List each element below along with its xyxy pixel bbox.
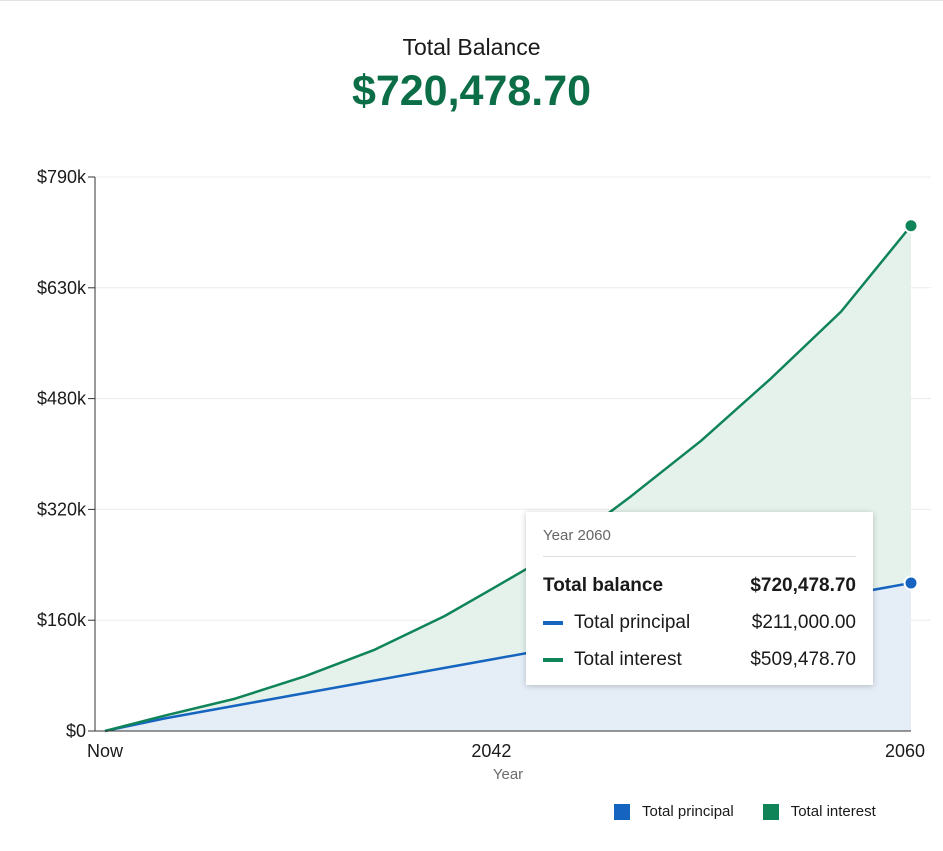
chart-tooltip: Year 2060 Total balance $720,478.70 Tota… — [526, 512, 873, 685]
x-tick-label: 2060 — [885, 741, 925, 761]
tooltip-label: Total interest — [574, 648, 682, 670]
principal-line-icon — [543, 620, 563, 625]
balance-line — [104, 224, 912, 733]
legend-label: Total principal — [642, 803, 734, 820]
tooltip-row-total-principal: Total principal $211,000.00 — [543, 604, 856, 641]
balance-endpoint[interactable] — [903, 218, 919, 234]
top-divider — [0, 0, 943, 1]
y-tick-label: $0 — [66, 721, 86, 741]
x-tick-label: 2042 — [471, 741, 511, 761]
tooltip-value: $509,478.70 — [750, 648, 856, 670]
principal-endpoint[interactable] — [903, 575, 919, 591]
chart-legend: Total principal Total interest — [614, 803, 876, 820]
y-tick-label: $480k — [37, 389, 87, 409]
tooltip-label: Total principal — [574, 611, 691, 633]
legend-item-total-interest[interactable]: Total interest — [762, 803, 876, 820]
y-tick-label: $320k — [37, 499, 87, 519]
tooltip-value: $211,000.00 — [751, 611, 856, 633]
tooltip-year: Year 2060 — [543, 524, 856, 557]
legend-label: Total interest — [790, 803, 876, 820]
legend-item-total-principal[interactable]: Total principal — [614, 803, 734, 820]
balance-header: Total Balance $720,478.70 — [0, 30, 943, 118]
tooltip-row-total-interest: Total interest $509,478.70 — [543, 641, 856, 678]
tooltip-value: $720,478.70 — [750, 574, 856, 596]
end-points — [903, 218, 919, 591]
x-tick-label: Now — [87, 741, 124, 761]
x-axis-title: Year — [493, 766, 523, 783]
interest-line-icon — [543, 657, 563, 662]
principal-swatch-icon — [614, 803, 630, 820]
axes: $0 $160k $320k $480k $630k $790k Now 2042 2060 — [37, 167, 925, 761]
tooltip-row-total-balance: Total balance $720,478.70 — [543, 567, 856, 604]
total-balance-value: $720,478.70 — [351, 67, 592, 115]
tooltip-label: Total balance — [543, 574, 664, 596]
y-tick-label: $160k — [37, 610, 87, 630]
interest-swatch-icon — [762, 803, 779, 820]
total-balance-label: Total Balance — [402, 34, 541, 60]
y-tick-label: $790k — [37, 167, 87, 187]
y-tick-label: $630k — [37, 278, 87, 298]
